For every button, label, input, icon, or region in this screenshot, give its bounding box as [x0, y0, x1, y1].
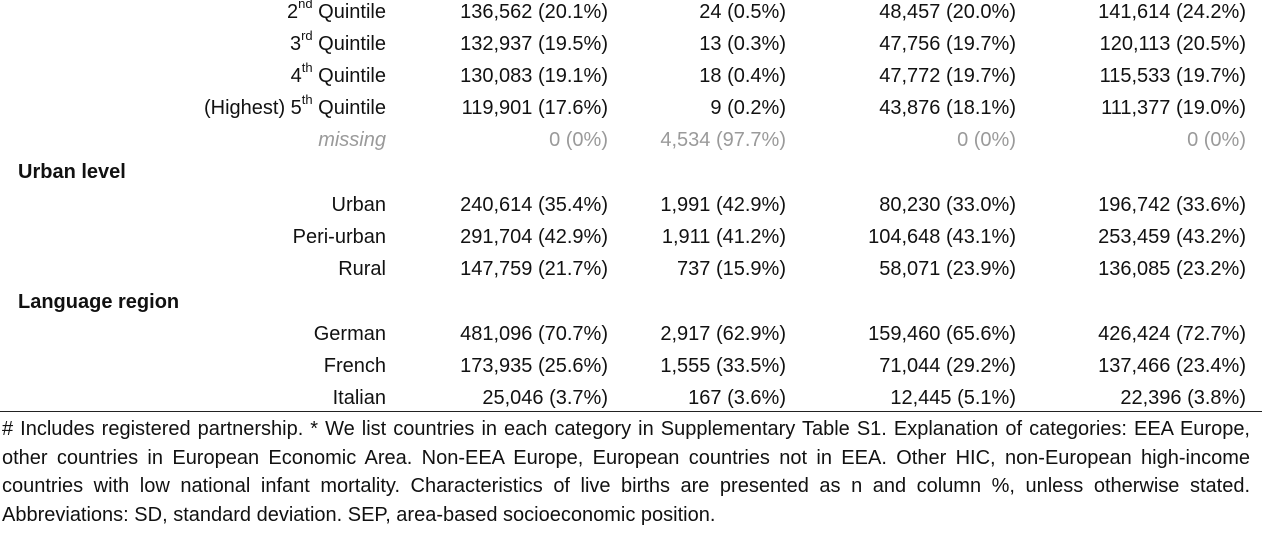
cell-col4: 115,533 (19.7%): [1099, 65, 1246, 87]
cell-col3: 0 (0%): [957, 129, 1016, 151]
table-row-missing: missing 0 (0%) 4,534 (97.7%) 0 (0%) 0 (0…: [0, 124, 1280, 156]
section-header: Urban level: [0, 156, 1280, 188]
table-row: 4th Quintile 130,083 (19.1%) 18 (0.4%) 4…: [0, 60, 1280, 92]
section-title-urban: Urban level: [18, 161, 126, 183]
row-label: Urban: [331, 194, 386, 216]
table-row: French 173,935 (25.6%) 1,555 (33.5%) 71,…: [0, 350, 1280, 382]
row-label: 4th Quintile: [290, 60, 386, 87]
cell-col3: 104,648 (43.1%): [868, 226, 1016, 248]
cell-col2: 1,555 (33.5%): [660, 355, 786, 377]
table-row: German 481,096 (70.7%) 2,917 (62.9%) 159…: [0, 318, 1280, 350]
cell-col2: 24 (0.5%): [699, 1, 786, 23]
cell-col3: 80,230 (33.0%): [879, 194, 1016, 216]
cell-col1: 481,096 (70.7%): [460, 323, 608, 345]
cell-col3: 159,460 (65.6%): [868, 323, 1016, 345]
cell-col1: 119,901 (17.6%): [461, 97, 608, 119]
row-label: Italian: [332, 387, 386, 409]
table-row: 2nd Quintile 136,562 (20.1%) 24 (0.5%) 4…: [0, 0, 1280, 28]
row-label: (Highest) 5th Quintile: [203, 92, 386, 119]
cell-col4: 196,742 (33.6%): [1098, 194, 1246, 216]
cell-col2: 1,991 (42.9%): [660, 194, 786, 216]
row-label: 3rd Quintile: [289, 28, 386, 55]
table-row: Urban 240,614 (35.4%) 1,991 (42.9%) 80,2…: [0, 189, 1280, 221]
cell-col3: 71,044 (29.2%): [879, 355, 1016, 377]
table-row: 3rd Quintile 132,937 (19.5%) 13 (0.3%) 4…: [0, 28, 1280, 60]
cell-col4: 22,396 (3.8%): [1120, 387, 1246, 409]
cell-col2: 9 (0.2%): [710, 97, 786, 119]
cell-col1: 130,083 (19.1%): [460, 65, 608, 87]
cell-col4: 141,614 (24.2%): [1098, 1, 1246, 23]
table-bottom-rule: [0, 411, 1262, 412]
cell-col2: 13 (0.3%): [699, 33, 786, 55]
section-title-language: Language region: [18, 291, 180, 313]
cell-col3: 12,445 (5.1%): [890, 387, 1016, 409]
cell-col3: 58,071 (23.9%): [879, 258, 1016, 280]
cell-col2: 737 (15.9%): [677, 258, 786, 280]
cell-col3: 43,876 (18.1%): [879, 97, 1016, 119]
row-label: Rural: [338, 258, 386, 280]
cell-col4: 120,113 (20.5%): [1099, 33, 1246, 55]
cell-col1: 147,759 (21.7%): [460, 258, 608, 280]
cell-col1: 173,935 (25.6%): [460, 355, 608, 377]
row-label: missing: [318, 129, 386, 151]
cell-col1: 291,704 (42.9%): [460, 226, 608, 248]
row-label: Peri-urban: [292, 226, 386, 248]
cell-col2: 1,911 (41.2%): [661, 226, 786, 248]
cell-col3: 48,457 (20.0%): [879, 1, 1016, 23]
cell-col4: 253,459 (43.2%): [1098, 226, 1246, 248]
section-header: Language region: [0, 286, 1280, 318]
cell-col2: 167 (3.6%): [688, 387, 786, 409]
cell-col1: 132,937 (19.5%): [460, 33, 608, 55]
table-row: (Highest) 5th Quintile 119,901 (17.6%) 9…: [0, 92, 1280, 124]
table-footnote: # Includes registered partnership. * We …: [2, 418, 1250, 526]
cell-col1: 25,046 (3.7%): [482, 387, 608, 409]
cell-col3: 47,772 (19.7%): [879, 65, 1016, 87]
table-row: Rural 147,759 (21.7%) 737 (15.9%) 58,071…: [0, 253, 1280, 285]
cell-col4: 137,466 (23.4%): [1098, 355, 1246, 377]
cell-col4: 0 (0%): [1187, 129, 1246, 151]
cell-col1: 0 (0%): [549, 129, 608, 151]
cell-col4: 136,085 (23.2%): [1098, 258, 1246, 280]
row-label: French: [323, 355, 386, 377]
cell-col2: 4,534 (97.7%): [660, 129, 786, 151]
cell-col4: 111,377 (19.0%): [1101, 97, 1246, 119]
cell-col1: 136,562 (20.1%): [460, 1, 608, 23]
cell-col3: 47,756 (19.7%): [879, 33, 1016, 55]
row-label: German: [313, 323, 386, 345]
cell-col2: 2,917 (62.9%): [660, 323, 786, 345]
table-row: Peri-urban 291,704 (42.9%) 1,911 (41.2%)…: [0, 221, 1280, 253]
cell-col2: 18 (0.4%): [699, 65, 786, 87]
cell-col1: 240,614 (35.4%): [460, 194, 608, 216]
table-row: Italian 25,046 (3.7%) 167 (3.6%) 12,445 …: [0, 382, 1280, 414]
row-label: 2nd Quintile: [287, 0, 386, 23]
cell-col4: 426,424 (72.7%): [1098, 323, 1246, 345]
